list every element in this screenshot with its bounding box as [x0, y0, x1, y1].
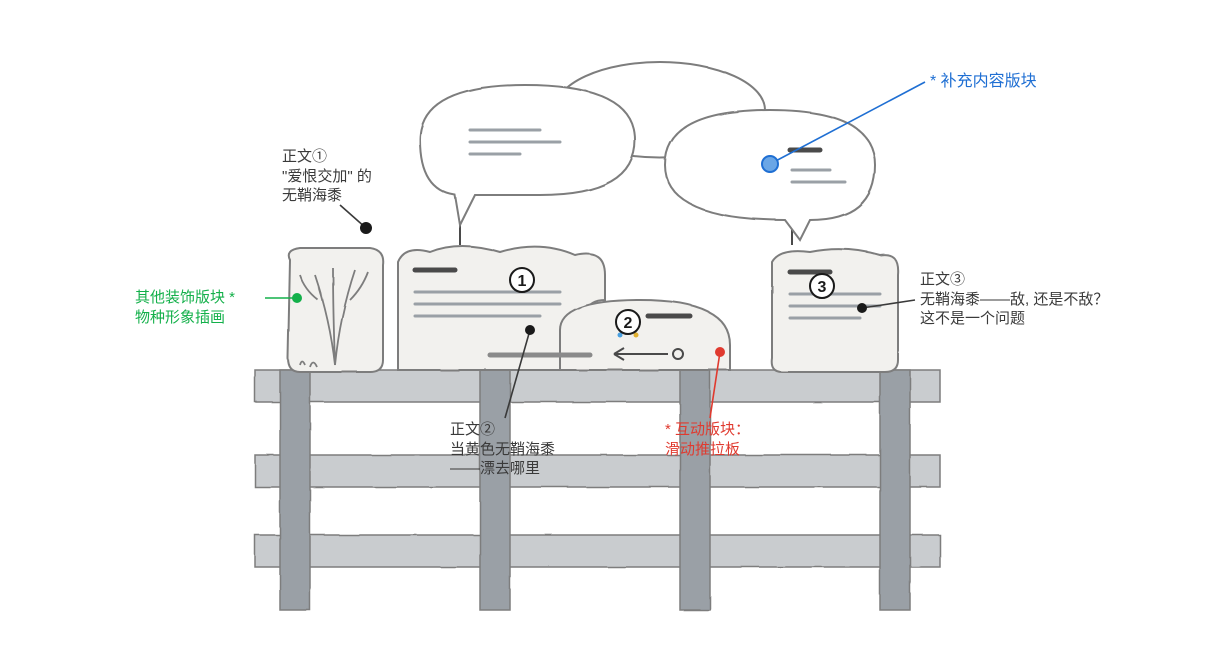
circled-numbers: 1 2 3 [510, 268, 834, 334]
sketch-canvas: 1 2 3 * 补充内容版块 正文① "爱恨交加" 的 无鞘海黍 其他装饰版块 … [0, 0, 1226, 654]
annotation-text3: 正文③ 无鞘海黍——敌, 还是不敌？ 这不是一个问题 [920, 270, 1108, 329]
speech-bubbles [420, 62, 875, 240]
svg-text:3: 3 [818, 279, 827, 296]
annotation-bottom-red: * 互动版块： 滑动推拉板 [665, 420, 750, 459]
leader-lines [265, 82, 925, 418]
callout-dots [292, 156, 867, 357]
annotation-text1: 正文① "爱恨交加" 的 无鞘海黍 [282, 147, 372, 206]
fence [255, 370, 940, 610]
slider-sketch [490, 333, 683, 361]
panels [288, 246, 898, 372]
plant-illustration [300, 268, 368, 367]
svg-text:2: 2 [624, 315, 633, 332]
annotation-left-green: 其他装饰版块 * 物种形象插画 [135, 288, 235, 327]
annotation-top-blue: * 补充内容版块 [930, 72, 1037, 93]
svg-text:1: 1 [518, 273, 527, 290]
annotation-text2: 正文② 当黄色无鞘海黍 ——漂去哪里 [450, 420, 555, 479]
